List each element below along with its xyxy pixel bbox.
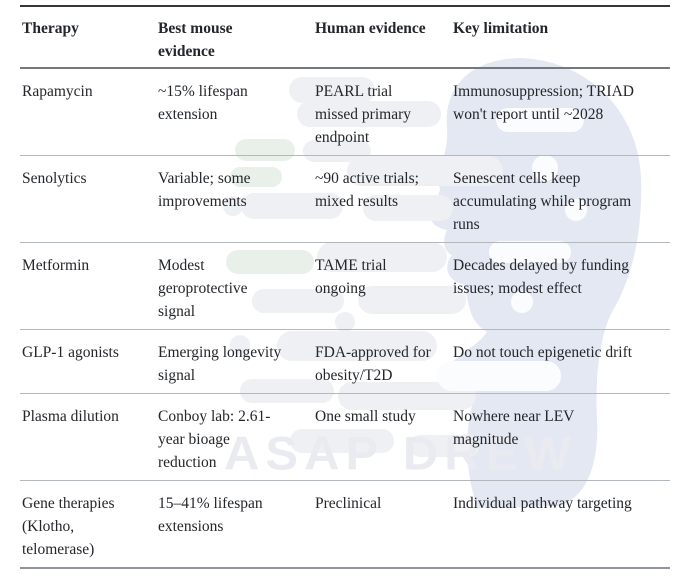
cell-best-mouse-evidence: 15–41% lifespan extensions xyxy=(156,480,313,569)
col-header-human-evidence: Human evidence xyxy=(313,6,451,69)
cell-therapy: Plasma dilution xyxy=(20,393,156,481)
cell-human-evidence: PEARL trial missed primary endpoint xyxy=(313,68,451,156)
cell-therapy: Rapamycin xyxy=(20,68,156,156)
table-row: Rapamycin ~15% lifespan extension PEARL … xyxy=(20,68,670,156)
col-header-therapy: Therapy xyxy=(20,6,156,69)
cell-human-evidence: TAME trial ongoing xyxy=(313,242,451,330)
cell-human-evidence: One small study xyxy=(313,393,451,481)
cell-therapy: Metformin xyxy=(20,242,156,330)
cell-best-mouse-evidence: ~15% lifespan extension xyxy=(156,68,313,156)
cell-best-mouse-evidence: Emerging longevity signal xyxy=(156,329,313,394)
header-row: Therapy Best mouse evidence Human eviden… xyxy=(20,6,670,69)
cell-key-limitation: Individual pathway targeting xyxy=(451,480,670,569)
table-row: Metformin Modest geroprotective signal T… xyxy=(20,242,670,330)
cell-best-mouse-evidence: Conboy lab: 2.61- year bioage reduction xyxy=(156,393,313,481)
cell-best-mouse-evidence: Modest geroprotective signal xyxy=(156,242,313,330)
table-row: Gene therapies (Klotho, telomerase) 15–4… xyxy=(20,480,670,569)
cell-therapy: GLP-1 agonists xyxy=(20,329,156,394)
col-header-best-mouse-evidence: Best mouse evidence xyxy=(156,6,313,69)
table-row: Plasma dilution Conboy lab: 2.61- year b… xyxy=(20,393,670,481)
cell-key-limitation: Do not touch epigenetic drift xyxy=(451,329,670,394)
table-row: Senolytics Variable; some improvements ~… xyxy=(20,155,670,243)
cell-key-limitation: Nowhere near LEV magnitude xyxy=(451,393,670,481)
therapy-comparison-table: Therapy Best mouse evidence Human eviden… xyxy=(20,5,670,569)
cell-human-evidence: ~90 active trials; mixed results xyxy=(313,155,451,243)
cell-therapy: Gene therapies (Klotho, telomerase) xyxy=(20,480,156,569)
col-header-key-limitation: Key limitation xyxy=(451,6,670,69)
cell-key-limitation: Decades delayed by funding issues; modes… xyxy=(451,242,670,330)
cell-best-mouse-evidence: Variable; some improvements xyxy=(156,155,313,243)
cell-key-limitation: Senescent cells keep accumulating while … xyxy=(451,155,670,243)
cell-human-evidence: Preclinical xyxy=(313,480,451,569)
cell-human-evidence: FDA-approved for obesity/T2D xyxy=(313,329,451,394)
table-row: GLP-1 agonists Emerging longevity signal… xyxy=(20,329,670,394)
cell-key-limitation: Immunosuppression; TRIAD won't report un… xyxy=(451,68,670,156)
cell-therapy: Senolytics xyxy=(20,155,156,243)
